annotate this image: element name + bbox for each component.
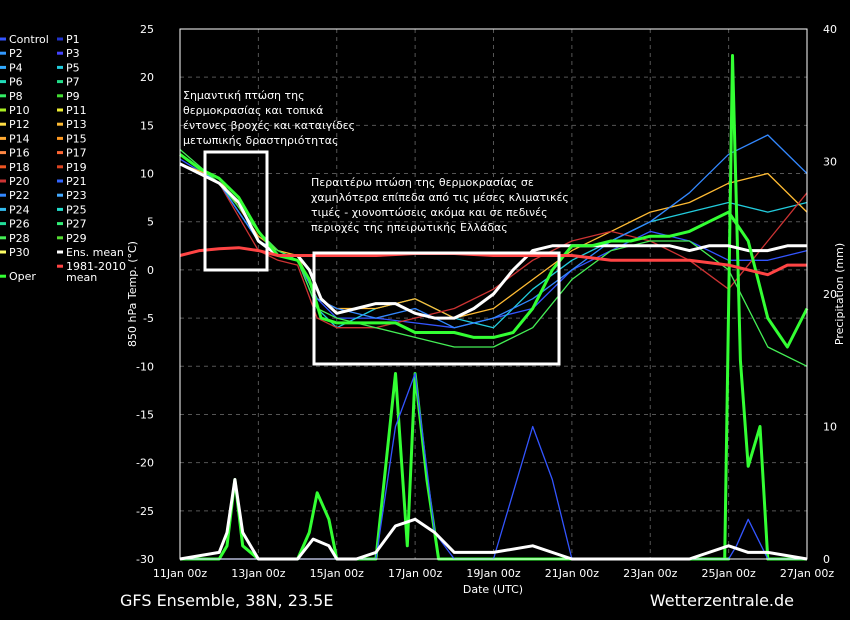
footer-source: GFS Ensemble, 38N, 23.5E [120,591,333,610]
legend-label: P6 [9,76,23,89]
x-tick-label: 23Jan 00z [623,567,677,580]
legend-label: P28 [9,232,30,245]
y-tick-label-right: 10 [823,421,837,434]
legend-label: P10 [9,104,30,117]
annotation-text: έντονες βροχές και καταιγίδες [183,119,355,132]
footer-credit: Wetterzentrale.de [650,591,794,610]
legend-label: P8 [9,90,23,103]
legend-label: P9 [66,90,80,103]
annotation-text: χαμηλότερα επίπεδα από τις μέσες κλιματι… [311,191,569,204]
legend-label: P13 [66,118,87,131]
y-tick-label-left: 10 [140,168,154,181]
series-line-control-precip [180,372,807,560]
y-tick-label-right: 0 [823,553,830,566]
legend-label: P23 [66,189,87,202]
annotation-text: Σημαντική πτώση της [183,89,305,102]
annotation-text: θερμοκρασίας και τοπικά [183,104,323,117]
left-y-ticks: 25 20 15 10 5 0 -5 -10 -15 -20 -25 -30 [136,23,154,566]
x-tick-label: 11Jan 00z [153,567,207,580]
annotations: Σημαντική πτώση της θερμοκρασίας και τοπι… [183,89,569,234]
y-tick-label-left: -25 [136,505,154,518]
legend-label: P27 [66,218,87,231]
grid [179,28,808,560]
y-tick-label-left: -30 [136,553,154,566]
x-tick-label: 25Jan 00z [702,567,756,580]
legend-label: P26 [9,218,30,231]
x-tick-label: 17Jan 00z [388,567,442,580]
y-tick-label-left: 0 [147,264,154,277]
highlight-box-front [203,150,269,272]
legend-label: P4 [9,61,23,74]
series-line-p28 [179,149,808,367]
legend-label: P11 [66,104,87,117]
legend-label: P7 [66,76,80,89]
legend-label: Oper [9,270,36,283]
y-tick-label-left: 5 [147,216,154,229]
legend-label: Control [9,33,49,46]
legend-label: P12 [9,118,30,131]
legend: Control P1 P2 P3 P4 P5 P6 P7 P8 P9 P10 P11 P12 P13 P14… [0,33,126,284]
legend-label: P17 [66,147,87,160]
x-tick-label: 15Jan 00z [310,567,364,580]
y-tick-label-left: -20 [136,457,154,470]
y-tick-label-left: -15 [136,408,154,421]
legend-label: P5 [66,61,80,74]
y-tick-label-left: 15 [140,119,154,132]
y-tick-label-right: 40 [823,23,837,36]
legend-label: P30 [9,246,30,259]
legend-label: P14 [9,132,30,145]
legend-label: P2 [9,47,23,60]
y-tick-label-right: 30 [823,156,837,169]
legend-label: P1 [66,33,80,46]
y-tick-label-left: -5 [143,312,154,325]
legend-label: P3 [66,47,80,60]
y-tick-label-right: 20 [823,288,837,301]
plot-frame [179,28,808,560]
x-tick-label: 27Jan 00z [780,567,834,580]
x-tick-label: 19Jan 00z [466,567,520,580]
legend-label: P21 [66,175,87,188]
annotation-text: τιμές - χιονοπτώσεις ακόμα και σε πεδινέ… [311,206,548,219]
annotation-text: περιοχές της ηπειρωτικής Ελλάδας [311,221,508,234]
legend-label: 1981-2010 [66,260,126,273]
annotation-text: μετωπικής δραστηριότητας [183,134,338,147]
x-tick-label: 21Jan 00z [545,567,599,580]
legend-label: P25 [66,203,87,216]
annotation-text: Περαιτέρω πτώση της θερμοκρασίας σε [311,176,534,189]
y-axis-label-left: 850 hPa Temp. (°C) [126,241,139,347]
legend-label: P20 [9,175,30,188]
legend-label: P16 [9,147,30,160]
x-tick-label: 13Jan 00z [231,567,285,580]
y-tick-label-left: 20 [140,71,154,84]
highlight-box-cold [312,251,561,366]
legend-label: P18 [9,161,30,174]
legend-label: P15 [66,132,87,145]
legend-label: P19 [66,161,87,174]
x-axis-label: Date (UTC) [463,583,523,596]
legend-label: mean [66,271,97,284]
right-y-ticks: 40 30 20 10 0 [823,23,837,566]
series-line-oper [179,153,809,349]
y-tick-label-left: 25 [140,23,154,36]
y-axis-label-right: Precipitation (mm) [833,243,846,345]
x-ticks: 11Jan 00z 13Jan 00z 15Jan 00z 17Jan 00z 19Ja… [153,567,834,580]
legend-label: P24 [9,203,30,216]
y-tick-label-left: -10 [136,360,154,373]
legend-label: P22 [9,189,30,202]
legend-label: P29 [66,232,87,245]
chart-title: Athens (GR) 850 hPa Temp. & Precipitatio… [159,3,711,22]
legend-label: Ens. mean [66,246,124,259]
